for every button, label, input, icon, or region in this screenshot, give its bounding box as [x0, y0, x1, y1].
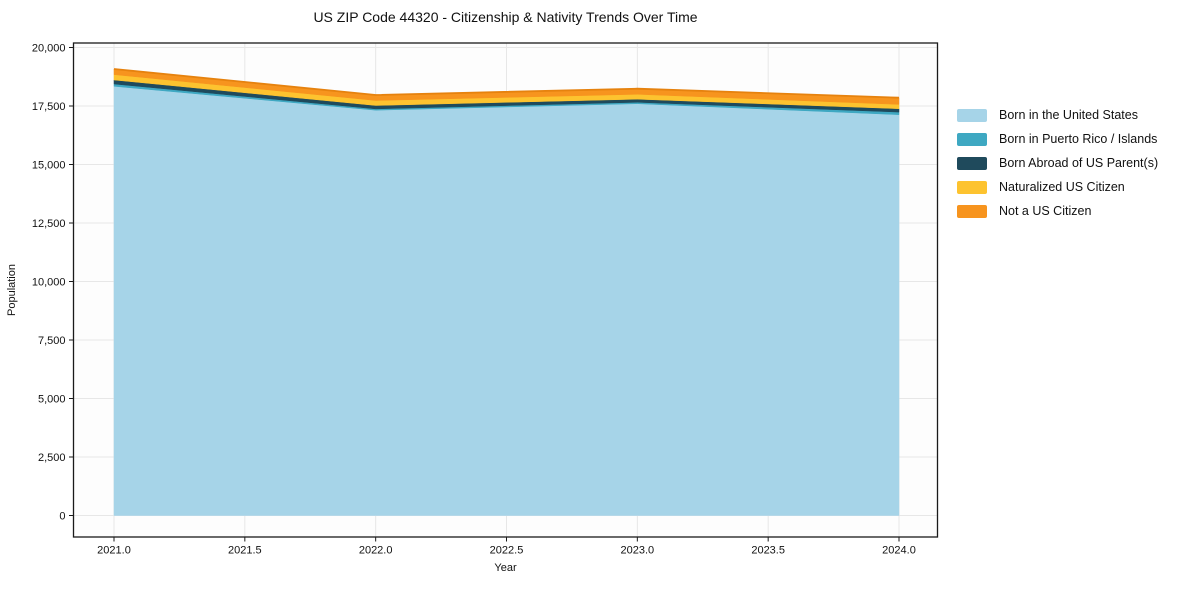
y-axis-label: Population [6, 264, 18, 316]
x-tick-label: 2022.5 [490, 545, 524, 557]
legend-swatch [957, 204, 987, 218]
legend-label: Naturalized US Citizen [999, 180, 1125, 194]
chart-title: US ZIP Code 44320 - Citizenship & Nativi… [313, 9, 697, 25]
x-tick-label: 2024.0 [882, 545, 916, 557]
x-axis-label: Year [494, 562, 517, 574]
tick-labels: 2021.0 2021.5 2022.0 2022.5 2023.0 2023.5 2024… [32, 42, 916, 556]
legend-item-0: Born in the United States [957, 103, 1158, 127]
ticks [69, 47, 900, 542]
y-tick-label: 15,000 [32, 159, 66, 171]
legend: Born in the United States Born in Puerto … [957, 103, 1158, 223]
x-tick-label: 2023.5 [751, 545, 785, 557]
legend-swatch [957, 180, 987, 194]
legend-label: Born in Puerto Rico / Islands [999, 132, 1158, 146]
legend-swatch [957, 156, 987, 170]
area-series-0 [113, 86, 900, 516]
legend-swatch [957, 132, 987, 146]
legend-item-2: Born Abroad of US Parent(s) [957, 151, 1158, 175]
axes-spines [72, 42, 939, 538]
y-tick-label: 17,500 [32, 101, 66, 113]
legend-item-3: Naturalized US Citizen [957, 175, 1158, 199]
legend-label: Born in the United States [999, 108, 1138, 122]
plot: 2021.0 2021.5 2022.0 2022.5 2023.0 2023.5 2024… [32, 42, 939, 557]
legend-label: Born Abroad of US Parent(s) [999, 156, 1159, 170]
y-tick-label: 20,000 [32, 42, 66, 54]
legend-swatch [957, 108, 987, 122]
x-tick-label: 2021.0 [97, 545, 131, 557]
y-tick-label: 0 [59, 510, 65, 522]
stack-top-edge [113, 68, 900, 99]
x-tick-label: 2021.5 [228, 545, 262, 557]
legend-label: Not a US Citizen [999, 204, 1092, 218]
y-tick-label: 2,500 [38, 452, 66, 464]
y-tick-label: 7,500 [38, 335, 66, 347]
x-tick-label: 2023.0 [621, 545, 655, 557]
y-tick-label: 12,500 [32, 218, 66, 230]
y-tick-label: 10,000 [32, 276, 66, 288]
x-tick-label: 2022.0 [359, 545, 393, 557]
y-tick-label: 5,000 [38, 393, 66, 405]
legend-item-4: Not a US Citizen [957, 199, 1158, 223]
legend-item-1: Born in Puerto Rico / Islands [957, 127, 1158, 151]
